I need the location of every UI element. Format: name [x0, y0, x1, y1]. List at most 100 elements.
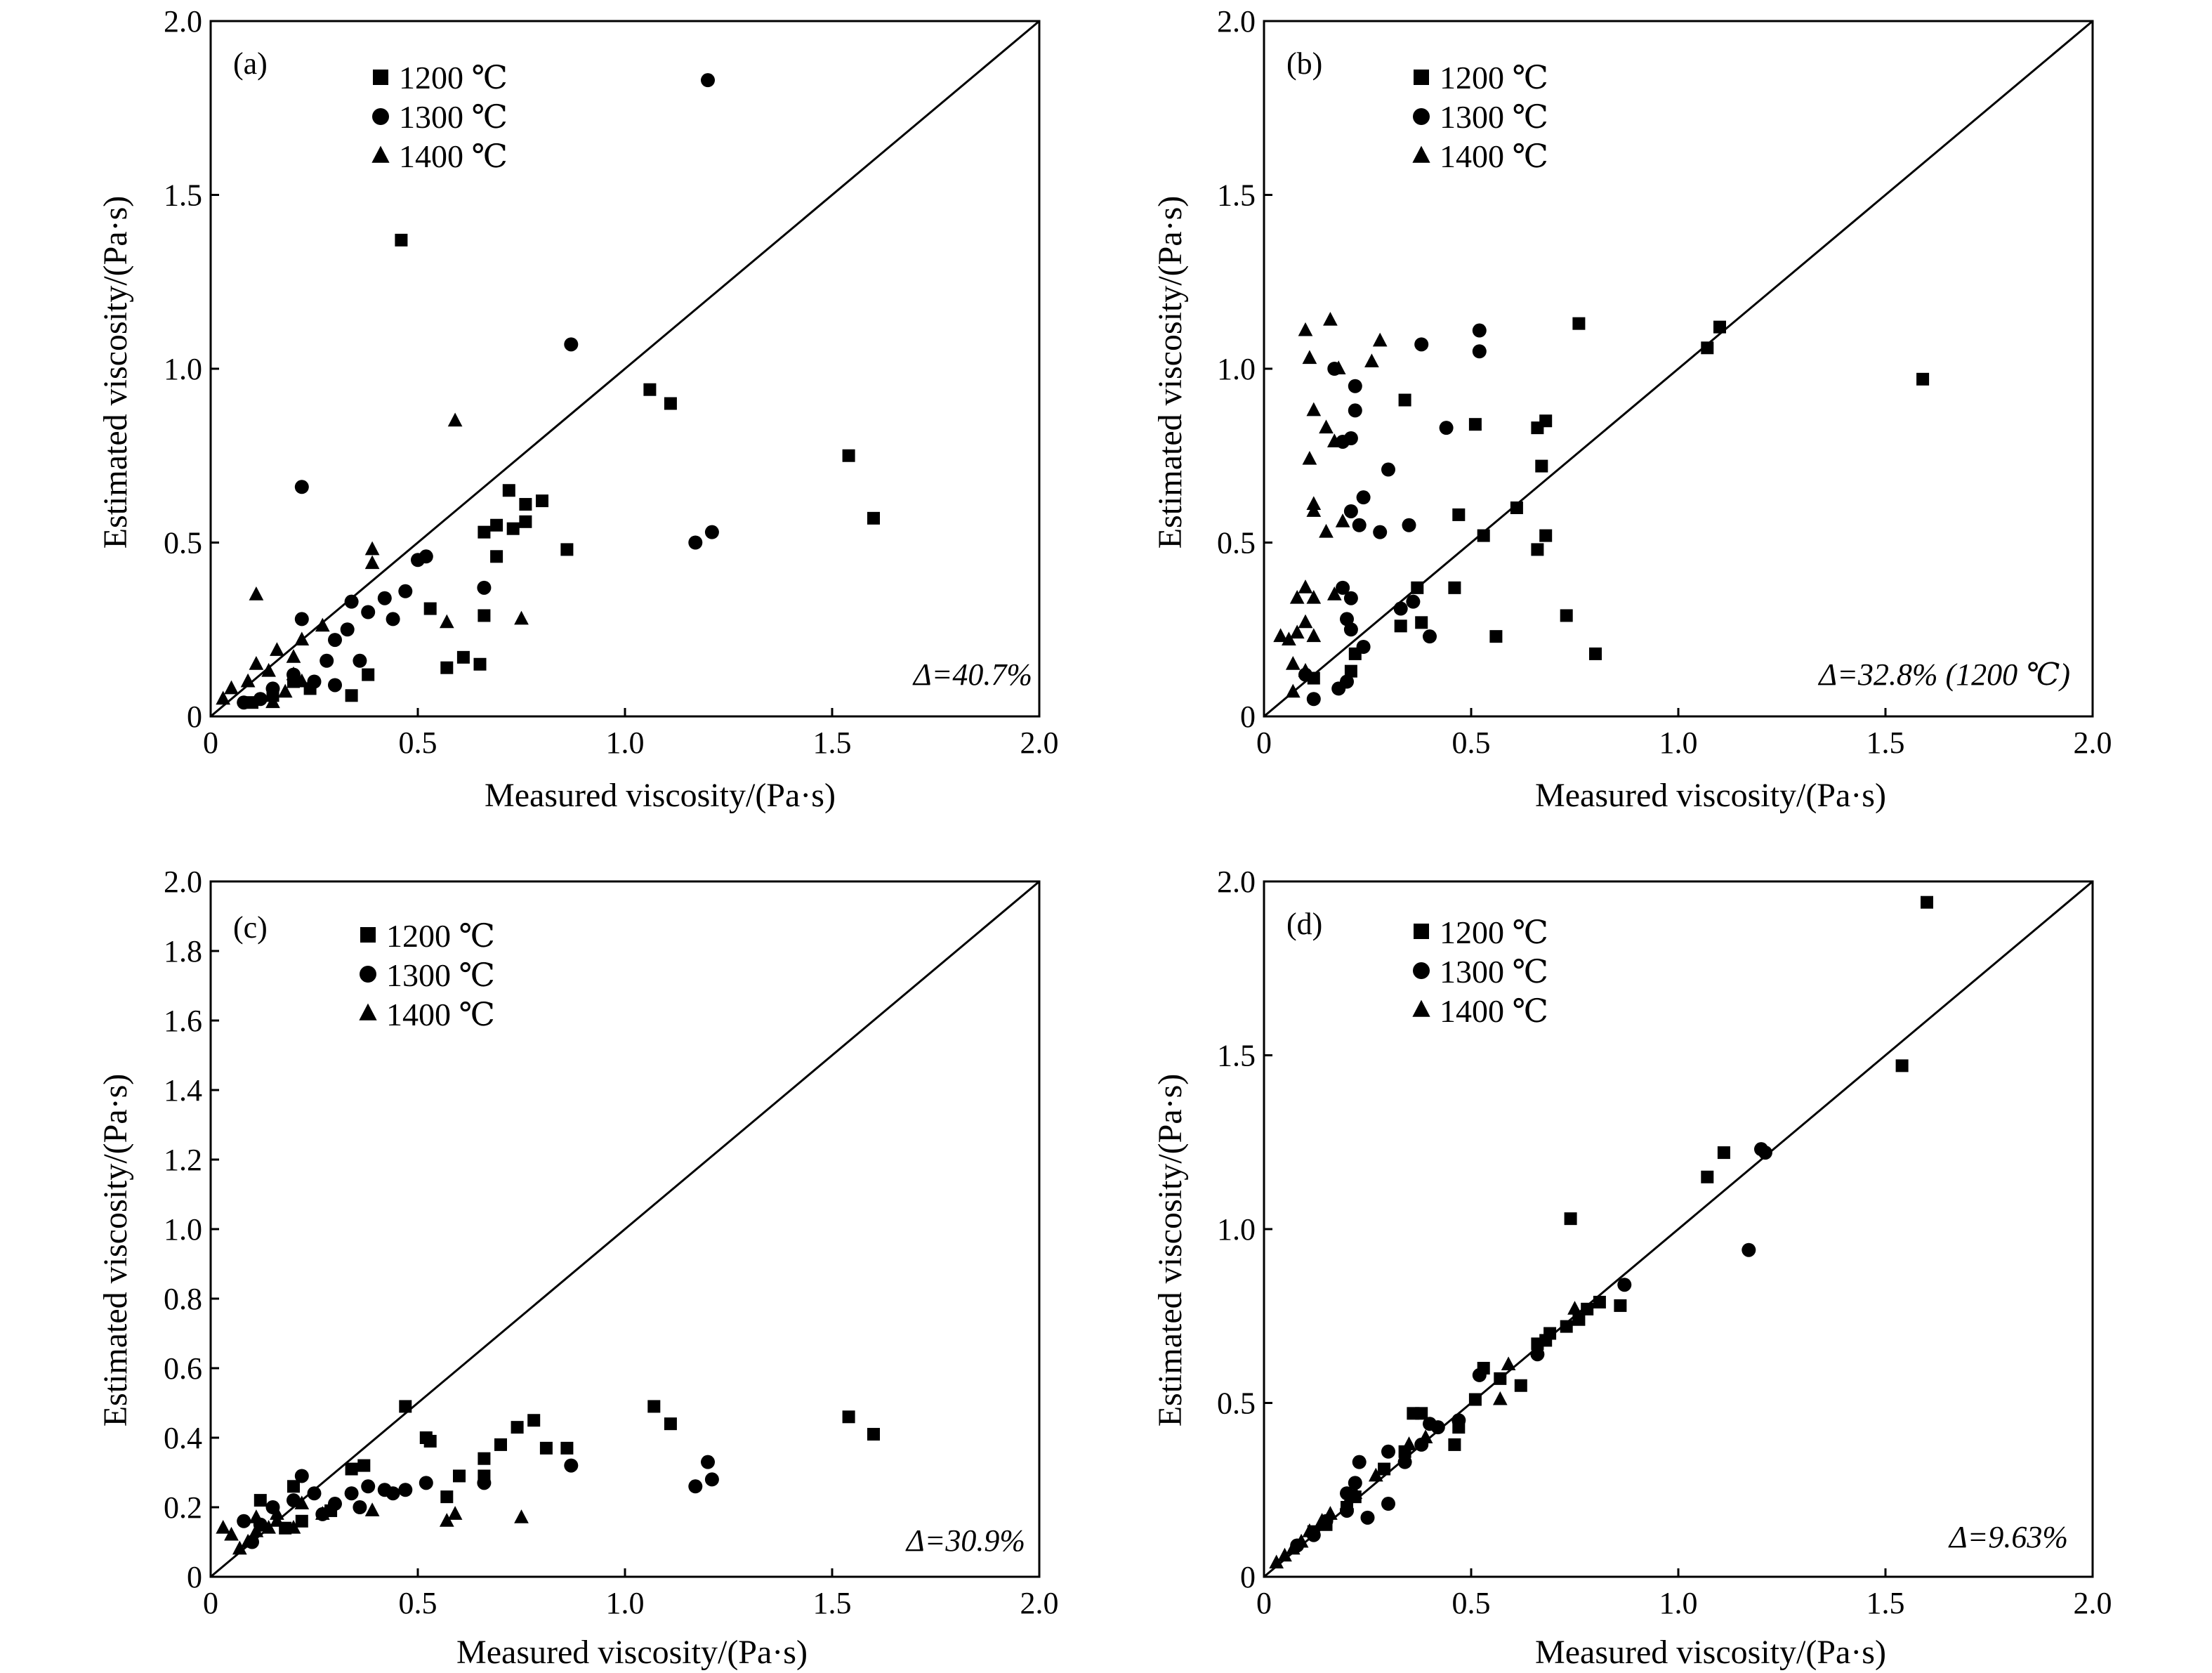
legend-label-1400: 1400 ℃ [386, 997, 495, 1032]
data-point-triangle [1348, 1485, 1363, 1500]
reference-line [1263, 20, 2093, 718]
data-point-triangle [277, 683, 293, 698]
data-point-square [539, 1441, 553, 1455]
data-point-square [664, 397, 677, 410]
y-axis-title: Estimated viscosity/(Pa·s) [97, 196, 134, 549]
data-point-triangle [1335, 513, 1350, 527]
data-point-triangle [1289, 624, 1305, 639]
data-point-triangle [1306, 628, 1322, 643]
data-point-square [1394, 619, 1407, 633]
error-annotation: Δ=9.63% [1948, 1520, 2068, 1554]
error-annotation: Δ=40.7% [912, 657, 1032, 692]
data-point-triangle [364, 555, 380, 570]
data-point-square [1572, 1313, 1586, 1326]
data-point-square [1448, 581, 1461, 594]
data-point-triangle [1319, 419, 1334, 434]
data-point-square [345, 689, 358, 702]
data-point-triangle [294, 1495, 310, 1509]
data-point-square [345, 1462, 358, 1476]
legend-label-1300: 1300 ℃ [1440, 954, 1548, 990]
error-annotation: Δ=32.8% (1200 ℃) [1817, 657, 2070, 692]
data-point-square [506, 522, 520, 535]
data-point-circle [477, 1476, 492, 1490]
data-point-circle [1530, 1347, 1545, 1362]
data-point-circle [1423, 629, 1437, 644]
legend-marker-circle [372, 108, 389, 125]
data-point-triangle [1306, 503, 1322, 517]
data-point-circle [1742, 1242, 1756, 1257]
x-tick-label: 2.0 [2074, 1586, 2112, 1620]
y-tick-label: 0.6 [164, 1351, 202, 1386]
y-tick-label: 0.5 [1217, 526, 1256, 560]
reference-line [210, 880, 1040, 1578]
data-point-triangle [1306, 402, 1322, 416]
x-axis-title: Measured viscosity/(Pa·s) [1535, 777, 1886, 814]
y-tick-label: 0.8 [164, 1282, 202, 1316]
data-point-triangle [1289, 589, 1305, 604]
data-point-square [1581, 1302, 1594, 1316]
x-tick-label: 0 [1256, 726, 1272, 760]
legend-label-1400: 1400 ℃ [399, 138, 508, 174]
data-point-circle [564, 337, 579, 352]
data-point-triangle [1298, 614, 1313, 629]
data-point-circle [361, 605, 376, 619]
data-point-triangle [447, 412, 463, 427]
data-point-square [502, 484, 515, 497]
data-point-triangle [1319, 523, 1334, 538]
data-point-square [295, 1514, 308, 1528]
y-tick-label: 0.2 [164, 1490, 202, 1525]
data-point-circle [1439, 421, 1454, 435]
data-point-square [643, 383, 657, 396]
data-point-square [1378, 1462, 1391, 1476]
x-tick-label: 1.5 [1867, 1586, 1905, 1620]
data-point-square [1514, 1379, 1527, 1392]
data-point-triangle [1282, 631, 1296, 646]
data-point-circle [1472, 1367, 1487, 1382]
legend-label-1200: 1200 ℃ [1440, 60, 1548, 96]
legend-label-1200: 1200 ℃ [1440, 914, 1548, 950]
data-point-square [1531, 543, 1544, 556]
data-point-circle [398, 1483, 413, 1497]
data-point-square [1564, 1212, 1577, 1226]
data-point-square [362, 668, 375, 681]
data-point-square [423, 602, 437, 615]
data-point-circle [361, 1479, 376, 1494]
legend-marker-triangle [359, 1003, 377, 1021]
data-point-triangle [1331, 360, 1346, 374]
data-point-triangle [1306, 589, 1322, 604]
data-point-square [842, 449, 855, 462]
data-point-triangle [1567, 1301, 1582, 1315]
data-point-triangle [249, 586, 264, 601]
data-point-circle [1360, 1510, 1375, 1525]
data-point-circle [307, 674, 322, 689]
data-point-square [287, 1480, 300, 1493]
data-point-circle [386, 612, 400, 626]
data-point-circle [1393, 601, 1408, 616]
x-tick-label: 1.0 [606, 1586, 645, 1620]
data-point-square [560, 543, 574, 556]
data-point-circle [1352, 518, 1367, 532]
data-point-square [1701, 341, 1714, 355]
data-point-square [1701, 1170, 1714, 1183]
data-point-circle [340, 622, 355, 637]
panel-label: (a) [233, 46, 268, 81]
panel-label: (c) [233, 910, 268, 945]
y-tick-label: 1.5 [1217, 178, 1256, 213]
data-point-circle [1306, 692, 1321, 707]
data-point-triangle [439, 614, 454, 629]
data-point-square [423, 1434, 437, 1448]
data-point-square [478, 609, 491, 622]
data-point-square [395, 233, 408, 247]
data-point-square [254, 1494, 267, 1507]
data-point-circle [701, 1455, 715, 1469]
data-point-circle [353, 653, 367, 668]
data-point-square [1531, 421, 1544, 435]
data-point-triangle [261, 1519, 276, 1534]
legend-marker-square [360, 927, 376, 943]
y-tick-label: 0.4 [164, 1421, 202, 1455]
data-point-square [1535, 459, 1548, 473]
data-point-triangle [1368, 1467, 1383, 1482]
data-point-square [1407, 1407, 1420, 1420]
x-tick-label: 0 [1256, 1586, 1272, 1620]
data-point-triangle [1339, 1495, 1355, 1509]
